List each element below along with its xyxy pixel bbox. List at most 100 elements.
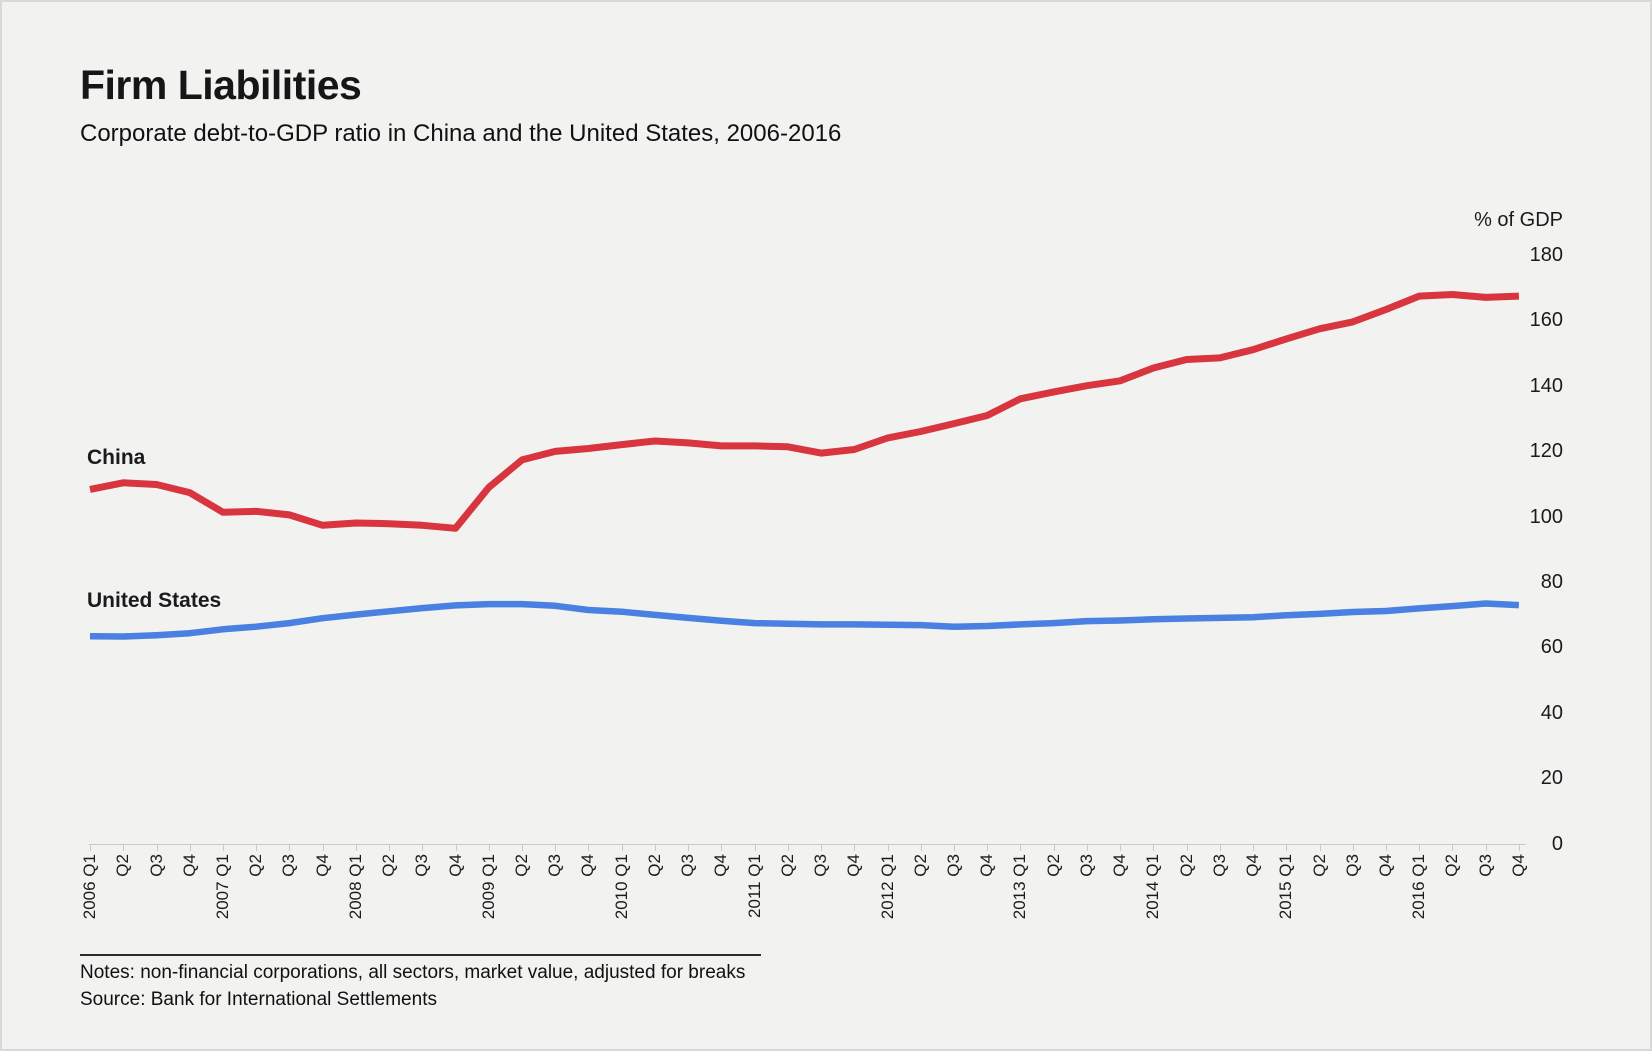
y-axis-unit-label: % of GDP (1474, 209, 1563, 231)
x-tick-label: 2008 Q1 (345, 854, 365, 920)
x-tick-label: Q3 (545, 854, 565, 877)
x-tick-label: 2006 Q1 (80, 854, 99, 920)
x-tick-label: Q4 (844, 854, 864, 877)
x-tick-label: Q2 (910, 854, 930, 877)
x-tick-label: Q3 (944, 854, 963, 877)
x-tick-label: Q2 (1043, 854, 1063, 877)
x-tick (1352, 844, 1354, 851)
x-tick-label: Q2 (1442, 854, 1462, 877)
x-tick-label: Q3 (678, 854, 698, 877)
x-tick (522, 844, 523, 851)
x-tick (1020, 844, 1022, 851)
x-tick-label: Q4 (711, 854, 731, 877)
x-tick-label: 2015 Q1 (1276, 854, 1296, 920)
x-tick (1186, 844, 1188, 851)
x-tick-label: Q4 (1110, 854, 1130, 877)
x-tick (123, 844, 125, 851)
x-tick-label: Q2 (1176, 854, 1196, 877)
x-tick (887, 844, 889, 851)
x-tick-label: Q2 (644, 854, 664, 877)
x-tick-label: Q3 (412, 854, 432, 877)
x-tick (156, 844, 158, 851)
x-tick-label: Q2 (512, 854, 531, 877)
x-tick-label: Q4 (1243, 854, 1262, 877)
x-tick (1053, 844, 1055, 851)
x-tick-label: 2014 Q1 (1143, 854, 1163, 920)
x-tick (289, 844, 291, 851)
x-tick-label: 2011 Q1 (744, 854, 764, 918)
y-tick-label: 20 (1540, 767, 1563, 790)
x-tick (389, 844, 391, 851)
x-tick (1219, 844, 1221, 851)
notes-text: Notes: non-financial corporations, all s… (80, 962, 746, 983)
x-tick (1419, 844, 1421, 851)
x-tick (1518, 844, 1520, 851)
x-axis-line (89, 844, 1526, 845)
x-tick (854, 844, 856, 851)
x-tick-label: Q2 (246, 854, 266, 877)
x-tick-label: Q3 (1342, 854, 1362, 877)
series-label-china: China (87, 446, 146, 469)
x-tick (555, 844, 557, 851)
x-tick (222, 844, 224, 851)
x-tick (488, 844, 490, 851)
x-tick (90, 844, 91, 851)
page-title: Firm Liabilities (80, 62, 362, 108)
source-text: Source: Bank for International Settlemen… (80, 989, 437, 1010)
x-tick (189, 844, 191, 851)
x-tick-label: Q3 (279, 854, 299, 877)
y-tick-label: 180 (1529, 243, 1563, 266)
x-tick (1253, 844, 1254, 851)
x-tick (987, 844, 989, 851)
x-tick-label: Q4 (1376, 854, 1395, 877)
x-tick (1452, 844, 1454, 851)
x-tick (1153, 844, 1155, 851)
x-tick-label: 2010 Q1 (611, 854, 631, 920)
x-tick-label: Q4 (445, 854, 465, 877)
series-line-china (89, 291, 1520, 532)
x-tick (588, 844, 590, 851)
x-tick (1485, 844, 1487, 851)
x-tick (821, 844, 823, 851)
x-tick (1386, 844, 1387, 851)
x-tick (256, 844, 258, 851)
x-tick-label: Q3 (1475, 854, 1495, 877)
x-tick (422, 844, 424, 851)
x-tick-label: Q4 (1508, 854, 1528, 877)
series-line-united-states (89, 600, 1520, 640)
x-tick-label: Q2 (379, 854, 399, 877)
y-tick-label: 0 (1551, 832, 1563, 855)
x-tick (754, 844, 756, 851)
y-tick-label: 120 (1529, 440, 1563, 463)
x-tick-label: Q4 (977, 854, 997, 877)
x-tick (721, 844, 723, 851)
y-tick-label: 140 (1529, 374, 1563, 397)
page-subtitle: Corporate debt-to-GDP ratio in China and… (80, 120, 842, 147)
x-tick (1286, 844, 1288, 851)
y-tick-label: 80 (1540, 570, 1563, 593)
x-tick (920, 844, 922, 851)
footnote-separator-line (80, 954, 761, 956)
x-tick-label: Q2 (777, 854, 797, 877)
x-tick-label: Q2 (1309, 854, 1329, 877)
series-label-united-states: United States (87, 589, 222, 612)
x-tick-label: Q3 (1209, 854, 1229, 877)
y-tick-label: 40 (1540, 701, 1563, 724)
x-tick-label: 2012 Q1 (877, 854, 897, 920)
x-tick (654, 844, 656, 851)
x-tick (455, 844, 457, 851)
x-tick (1086, 844, 1088, 851)
x-tick-label: Q4 (179, 854, 199, 877)
x-tick-label: Q4 (312, 854, 332, 877)
x-tick (621, 844, 623, 851)
x-tick (1319, 844, 1321, 851)
x-tick-label: Q4 (578, 854, 598, 877)
y-tick-label: 60 (1540, 636, 1563, 659)
x-tick-label: Q3 (146, 854, 166, 877)
y-tick-label: 100 (1529, 505, 1563, 528)
x-tick (1120, 844, 1122, 851)
x-tick (688, 844, 690, 851)
x-tick-label: 2016 Q1 (1409, 854, 1429, 920)
